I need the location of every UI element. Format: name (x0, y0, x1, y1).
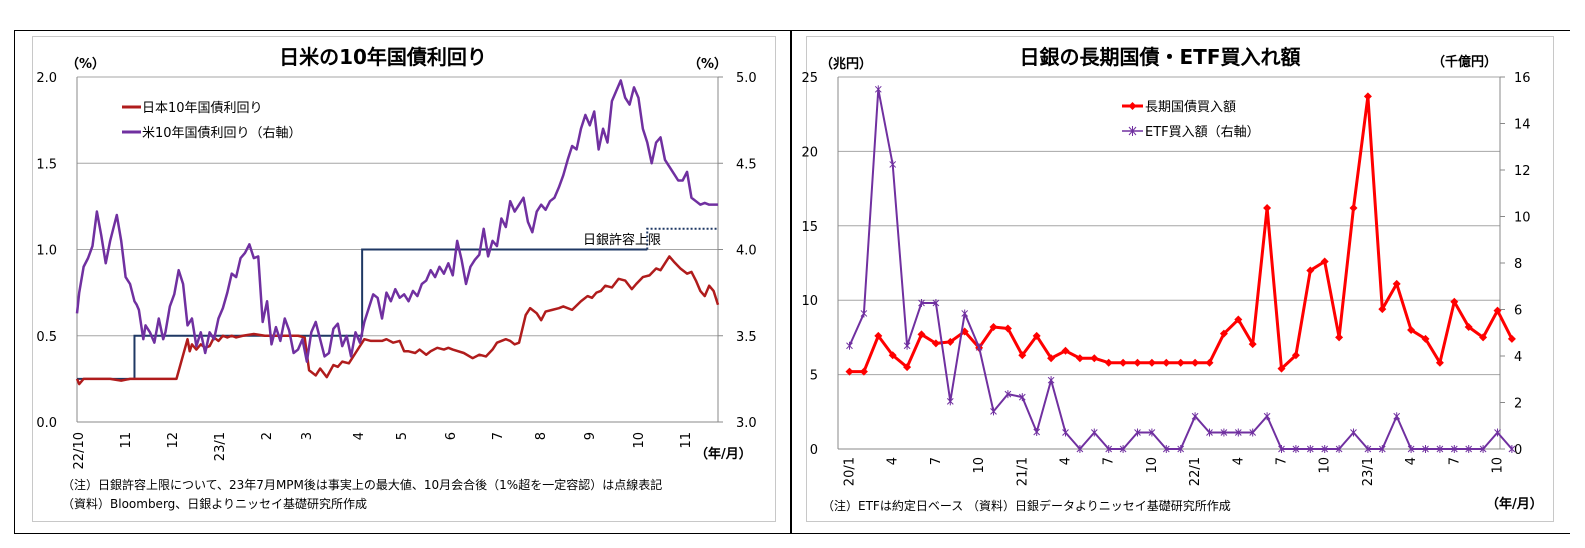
x-tick-label: 23/1 (213, 432, 228, 461)
jp-us-yield-chart: 0.0 0.5 1.0 1.5 2.0 3.0 3.5 4.0 4.5 5.0 22/10 11 12 2… (36, 45, 756, 511)
x-tick-label: 22/10 (72, 432, 87, 469)
x-tick-label: 12 (166, 432, 181, 449)
y-tick-label-left: 2.0 (36, 71, 57, 86)
panel-divider (790, 30, 792, 533)
x-tick-label: 10 (632, 432, 647, 449)
japan-10y-yield-line (75, 255, 720, 386)
legend-label-japan: 日本10年国債利回り (142, 101, 263, 116)
boj-cap-line (77, 248, 648, 380)
x-tick-label: 3 (300, 432, 315, 440)
footnote-note: （注）日銀許容上限について、23年7月MPM後は事実上の最大値、10月会合後（1… (62, 477, 662, 492)
y-tick-label-right: 5.0 (736, 71, 757, 86)
right-axis-unit: （%） (688, 56, 727, 72)
x-tick-label: 11 (119, 432, 134, 449)
frame-left-border (14, 30, 15, 533)
y-tick-label-left: 0.5 (36, 330, 57, 345)
series-layer (75, 79, 720, 386)
y-tick-label-right: 3.0 (736, 416, 757, 431)
x-tick-label: 9 (583, 432, 598, 440)
y-tick-label-right: 4.5 (736, 157, 757, 172)
boj-cap-dotted-line (646, 227, 718, 250)
left-axis-unit: （%） (66, 56, 105, 72)
jp-us-yield-chart-panel (32, 36, 776, 522)
x-tick-label: 11 (679, 432, 694, 449)
y-tick-label-left: 1.0 (36, 244, 57, 259)
x-tick-label: 6 (444, 432, 459, 440)
y-tick-label-right: 4.0 (736, 244, 757, 259)
outer-frame (14, 30, 1570, 534)
legend: 日本10年国債利回り 米10年国債利回り（右軸） (122, 101, 302, 141)
footnote-source: （資料）Bloomberg、日銀よりニッセイ基礎研究所作成 (62, 496, 367, 511)
x-tick-label: 8 (534, 432, 549, 440)
x-tick-label: 7 (491, 432, 506, 440)
x-tick-label: 5 (395, 432, 410, 440)
y-tick-label-right: 3.5 (736, 330, 757, 345)
x-axis-unit: （年/月） (695, 446, 752, 462)
x-tick-label: 2 (260, 432, 275, 440)
us-10y-yield-line (75, 79, 718, 363)
boj-purchases-chart-panel (806, 36, 1554, 522)
axes: 0.0 0.5 1.0 1.5 2.0 3.0 3.5 4.0 4.5 5.0 22/10 11 12 2… (36, 71, 756, 469)
y-tick-label-left: 0.0 (36, 416, 57, 431)
x-tick-label: 4 (352, 432, 367, 440)
chart-title: 日米の10年国債利回り (279, 45, 487, 69)
legend-label-us: 米10年国債利回り（右軸） (142, 126, 302, 141)
y-tick-label-left: 1.5 (36, 157, 57, 172)
boj-cap-annotation: 日銀許容上限 (583, 232, 661, 248)
